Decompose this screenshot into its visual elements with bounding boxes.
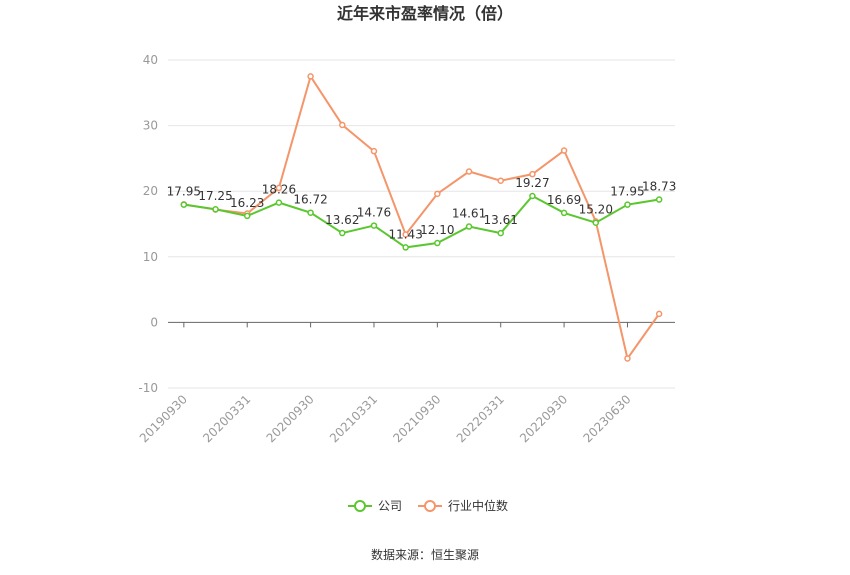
y-tick-label: 20 [143,184,158,198]
legend-marker [424,500,436,512]
data-point [497,177,504,184]
data-point [434,239,441,247]
data-point [529,170,536,178]
legend[interactable]: 公司 行业中位数 [348,498,508,513]
data-label: 18.26 [262,183,296,197]
data-label: 12.10 [420,223,454,237]
series-lines [180,73,663,362]
data-point [560,209,568,217]
x-tick-label: 20200331 [200,392,253,445]
data-point [339,229,346,237]
x-tick-label: 20220930 [517,392,570,445]
data-label: 16.72 [293,193,327,207]
series-line-0 [183,194,660,249]
legend-marker [354,500,366,512]
data-point [560,147,568,154]
data-point [465,168,473,175]
data-point [592,219,600,226]
source-note: 数据来源：恒生聚源 [371,547,479,562]
data-point [275,199,283,206]
data-point [529,192,536,200]
data-label: 13.62 [325,213,359,227]
data-label: 17.95 [167,185,201,199]
y-tick-label: 0 [150,315,158,329]
data-point [655,310,663,318]
data-point [307,209,314,216]
y-tick-label: -10 [138,381,158,395]
data-label: 16.23 [230,196,264,210]
data-point [497,229,504,237]
x-tick-label: 20190930 [137,392,190,445]
x-tick-label: 20210930 [390,392,443,445]
data-label: 11.43 [388,227,422,241]
data-label: 17.25 [198,189,232,203]
grid-lines [168,59,675,389]
x-tick-label: 20230630 [581,392,634,445]
data-label: 14.61 [452,207,486,221]
data-point [180,201,188,208]
data-label: 14.76 [357,206,391,220]
data-point [370,147,378,155]
data-point [655,196,663,203]
y-tick-label: 10 [143,250,158,264]
data-point [434,190,441,198]
data-label: 18.73 [642,180,676,194]
data-labels: 17.9517.2516.2318.2616.7213.6214.7611.43… [167,176,677,241]
data-point [275,184,283,192]
legend-label: 公司 [378,499,402,513]
data-point [307,73,314,80]
data-point [212,205,219,213]
data-label: 17.95 [610,185,644,199]
legend-item-1[interactable]: 行业中位数 [418,498,508,513]
data-label: 15.20 [579,203,613,217]
data-point [624,355,631,362]
legend-label: 行业中位数 [448,498,508,513]
data-label: 16.69 [547,193,581,207]
x-tick-label: 20200930 [264,392,317,445]
data-point [402,231,409,238]
data-label: 13.61 [484,213,518,227]
data-label: 19.27 [515,176,549,190]
data-point [370,222,378,229]
y-tick-label: 40 [143,53,158,67]
y-tick-label: 30 [143,119,158,133]
legend-item-0[interactable]: 公司 [348,499,402,513]
data-point [339,121,346,129]
data-point [243,212,251,220]
data-point [402,244,409,251]
series-line-1 [183,74,660,361]
y-axis: -10 0 10 20 30 40 [138,53,158,395]
data-point [465,223,473,230]
x-tick-label: 20210331 [327,392,380,445]
chart-title: 近年来市盈率情况（倍） [337,4,513,23]
data-point [624,201,631,208]
x-tick-label: 20220331 [454,392,507,445]
x-axis: 20190930 20200331 20200930 20210331 20210930… [137,322,634,445]
